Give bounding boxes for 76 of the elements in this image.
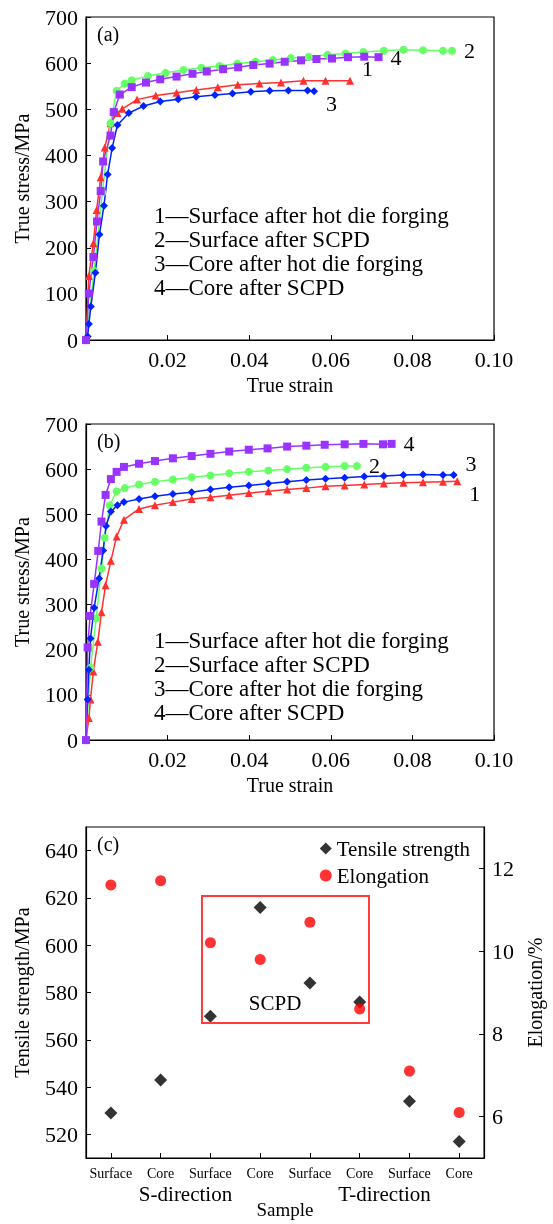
series-label: 4: [403, 431, 415, 457]
annotation: 1—Surface after hot die forging: [154, 203, 450, 228]
chart-title: (a): [97, 23, 120, 46]
y2-tick-label: 10: [492, 938, 515, 964]
x-tick-label: 0.02: [148, 746, 187, 772]
y-tick-label: 200: [45, 235, 78, 261]
x-tick-label: Surface: [89, 1165, 133, 1181]
x-tick-label: Surface: [189, 1165, 232, 1181]
x-tick-label: Surface: [288, 1165, 332, 1181]
y2-axis-title: Elongation/%: [524, 937, 547, 1048]
y-tick-label: 100: [45, 682, 78, 708]
y2-tick-label: 12: [492, 855, 515, 881]
y2-tick-label: 6: [492, 1104, 504, 1130]
x-tick-label: 0.06: [311, 346, 351, 372]
annotation: 2—Surface after SCPD: [154, 652, 370, 677]
x-tick-label: Core: [445, 1165, 473, 1181]
x-tick-label: 0.08: [393, 746, 432, 772]
x-tick-label: Surface: [388, 1165, 431, 1181]
x-tick-label: 0.02: [148, 346, 187, 372]
y-tick-label: 560: [45, 1027, 78, 1053]
series-label: 4: [390, 44, 402, 70]
legend-label: Tensile strength: [336, 836, 471, 861]
y-tick-label: 400: [45, 546, 78, 572]
text: S-direction: [138, 1181, 233, 1206]
series-label: 2: [368, 453, 380, 479]
series-label: 1: [361, 56, 373, 82]
x-tick-label: 0.10: [474, 746, 514, 772]
annotation: 4—Core after SCPD: [154, 275, 345, 300]
y-tick-label: 500: [45, 501, 78, 527]
y-tick-label: 400: [45, 142, 78, 168]
series-label: 3: [465, 450, 477, 476]
annotation: 1—Surface after hot die forging: [154, 628, 450, 653]
x-tick-label: 0.06: [311, 746, 351, 772]
annotation: 2—Surface after SCPD: [154, 227, 370, 252]
y-tick-label: 0: [67, 327, 78, 353]
y-tick-label: 600: [45, 456, 78, 482]
y-tick-label: 600: [45, 50, 78, 76]
annotation: SCPD: [248, 990, 302, 1015]
y-tick-label: 0: [67, 727, 78, 753]
series-label: 2: [463, 38, 475, 64]
x-axis-title: True strain: [246, 374, 334, 396]
text: T-direction: [338, 1181, 432, 1206]
x-tick-label: 0.04: [229, 746, 269, 772]
y-tick-label: 300: [45, 592, 78, 618]
y-tick-label: 100: [45, 281, 78, 307]
y-axis-title: True stress/MPa: [11, 517, 33, 647]
annotation: 3—Core after hot die forging: [154, 251, 424, 276]
x-axis-title: Sample: [256, 1199, 314, 1220]
x-axis-title: True strain: [246, 774, 334, 796]
x-tick-label: Core: [246, 1165, 274, 1181]
y-tick-label: 600: [45, 932, 78, 958]
y-tick-label: 520: [45, 1121, 78, 1147]
y-tick-label: 500: [45, 96, 78, 122]
x-tick-label: 0.08: [393, 346, 432, 372]
legend-label: Elongation: [336, 863, 430, 888]
y-axis-title: True stress/MPa: [11, 113, 33, 244]
x-tick-label: Core: [346, 1165, 374, 1181]
x-tick-label: 0.10: [474, 346, 514, 372]
y-tick-label: 700: [45, 411, 78, 437]
y-tick-label: 300: [45, 189, 78, 215]
chart-title: (b): [97, 430, 121, 453]
y-tick-label: 700: [45, 4, 78, 30]
y-axis-title: Tensile strength/MPa: [11, 907, 34, 1078]
chart-title: (c): [97, 833, 120, 856]
y-tick-label: 580: [45, 980, 78, 1005]
y-tick-label: 620: [45, 885, 78, 911]
x-tick-label: 0.04: [229, 346, 269, 372]
series-label: 3: [326, 90, 338, 116]
annotation: 3—Core after hot die forging: [154, 676, 424, 701]
annotation: 4—Core after SCPD: [154, 700, 345, 725]
y2-tick-label: 8: [492, 1021, 504, 1047]
y-tick-label: 640: [45, 838, 78, 864]
series-label: 1: [469, 480, 481, 506]
y-tick-label: 540: [45, 1074, 78, 1100]
y-tick-label: 200: [45, 637, 78, 663]
x-tick-label: Core: [147, 1165, 175, 1181]
